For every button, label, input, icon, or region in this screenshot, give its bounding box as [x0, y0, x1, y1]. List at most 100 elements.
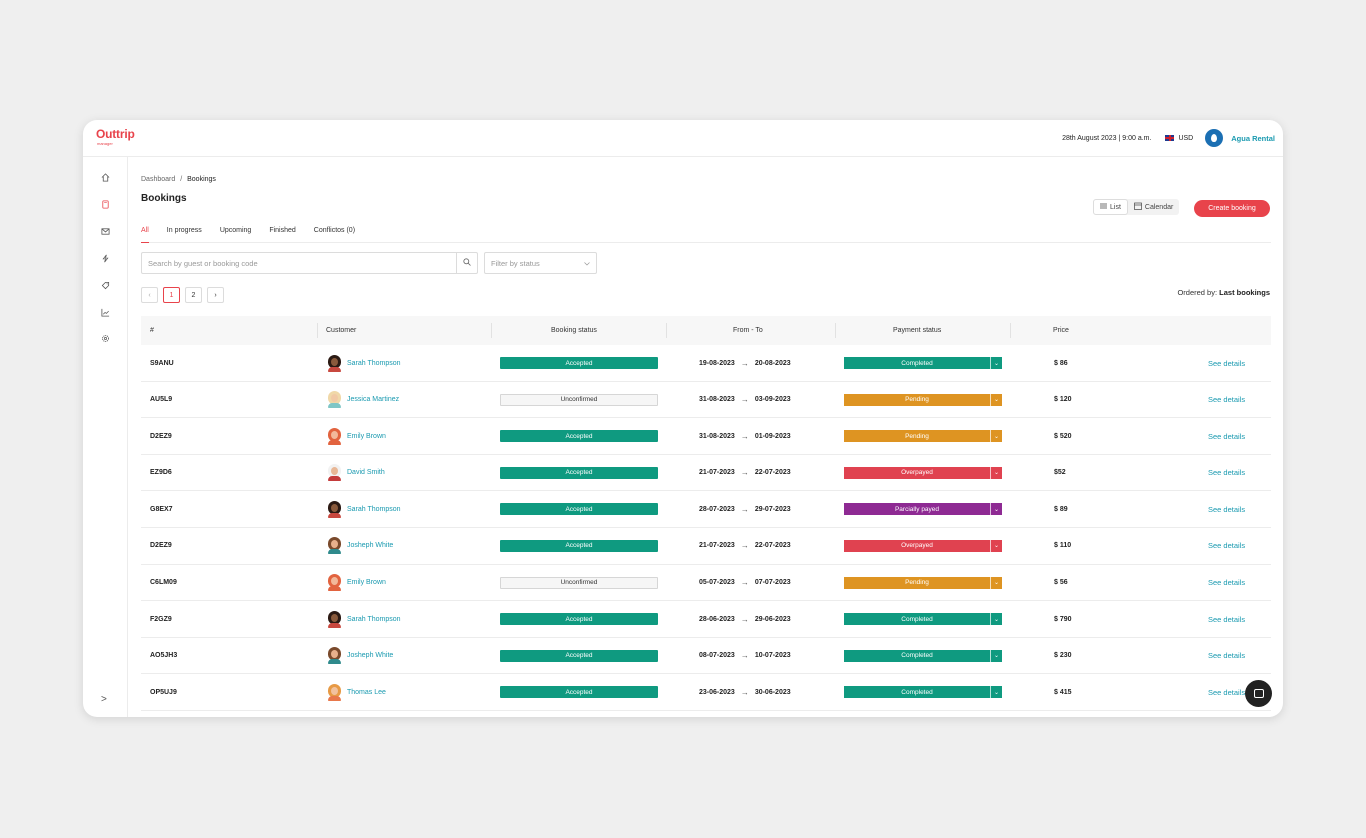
- price: $ 120: [1054, 396, 1072, 404]
- customer-name[interactable]: Emily Brown: [347, 432, 386, 440]
- bookings-icon[interactable]: [101, 200, 110, 209]
- chevron-down-icon[interactable]: ⌄: [990, 466, 1002, 479]
- tag-icon[interactable]: [101, 281, 110, 290]
- brand-logo[interactable]: Outtrip manager: [96, 127, 135, 147]
- list-view-button[interactable]: List: [1093, 199, 1128, 215]
- calendar-view-button[interactable]: Calendar: [1128, 199, 1179, 215]
- booking-status-badge: Accepted: [500, 503, 658, 516]
- payment-status-label: Pending: [905, 432, 929, 440]
- payment-status-select[interactable]: Parcially payed ⌄: [844, 503, 1002, 516]
- tab-upcoming[interactable]: Upcoming: [219, 227, 252, 234]
- tab-finished[interactable]: Finished: [269, 227, 296, 234]
- booking-code: AU5L9: [150, 396, 173, 404]
- customer-name[interactable]: Sarah Thompson: [347, 505, 401, 513]
- search-icon: [463, 258, 471, 268]
- search-button[interactable]: [456, 253, 477, 273]
- payment-status-select[interactable]: Completed ⌄: [844, 613, 1002, 626]
- customer-cell[interactable]: Emily Brown: [327, 565, 386, 601]
- see-details-link[interactable]: See details: [1208, 468, 1246, 478]
- payment-status-select[interactable]: Pending ⌄: [844, 393, 1002, 406]
- see-details-link[interactable]: See details: [1208, 395, 1246, 405]
- payment-status-select[interactable]: Overpayed ⌄: [844, 466, 1002, 479]
- date-from: 28-07-2023: [699, 505, 735, 513]
- breadcrumb-root[interactable]: Dashboard: [141, 176, 176, 183]
- see-details-link[interactable]: See details: [1208, 578, 1246, 588]
- view-toggle: List Calendar: [1093, 199, 1180, 215]
- chevron-down-icon[interactable]: ⌄: [990, 539, 1002, 552]
- customer-name[interactable]: Emily Brown: [347, 579, 386, 587]
- see-details-link[interactable]: See details: [1208, 651, 1246, 661]
- col-divider: [317, 323, 318, 338]
- next-page-button[interactable]: ›: [207, 287, 224, 303]
- chevron-down-icon[interactable]: ⌄: [990, 613, 1002, 626]
- mail-icon[interactable]: [101, 227, 110, 236]
- company-avatar[interactable]: [1205, 129, 1224, 147]
- customer-cell[interactable]: Emily Brown: [327, 418, 386, 454]
- see-details-link[interactable]: See details: [1208, 687, 1246, 697]
- see-details-link[interactable]: See details: [1208, 431, 1246, 441]
- customer-name[interactable]: David Smith: [347, 469, 385, 477]
- payment-status-cell: Parcially payed ⌄: [844, 491, 1002, 527]
- home-icon[interactable]: [101, 173, 110, 182]
- tab-all[interactable]: All: [141, 225, 149, 243]
- customer-name[interactable]: Jessica Martinez: [347, 396, 400, 404]
- payment-status-select[interactable]: Completed ⌄: [844, 686, 1002, 699]
- customer-name[interactable]: Josheph White: [347, 652, 394, 660]
- payment-status-select[interactable]: Completed ⌄: [844, 357, 1002, 369]
- see-details-link[interactable]: See details: [1208, 504, 1246, 514]
- customer-cell[interactable]: Sarah Thompson: [327, 491, 401, 527]
- settings-icon[interactable]: [101, 334, 110, 343]
- customer-cell[interactable]: Sarah Thompson: [327, 601, 401, 637]
- see-details-link[interactable]: See details: [1208, 614, 1246, 624]
- chat-button[interactable]: [1245, 680, 1272, 707]
- customer-cell[interactable]: Josheph White: [327, 638, 393, 674]
- arrow-right-icon: →: [740, 541, 749, 551]
- page-2-button[interactable]: 2: [185, 287, 202, 303]
- create-booking-button[interactable]: Create booking: [1194, 200, 1270, 217]
- company-name[interactable]: Agua Rental: [1231, 133, 1275, 143]
- search-input[interactable]: [142, 253, 456, 273]
- chevron-down-icon[interactable]: ⌄: [990, 503, 1002, 516]
- see-details-link[interactable]: See details: [1208, 358, 1246, 368]
- customer-cell[interactable]: Josheph White: [327, 528, 393, 564]
- payment-status-select[interactable]: Overpayed ⌄: [844, 539, 1002, 552]
- payment-status-select[interactable]: Pending ⌄: [844, 430, 1002, 443]
- brand-name: Outtrip: [96, 127, 135, 141]
- chevron-down-icon[interactable]: ⌄: [990, 357, 1002, 369]
- customer-name[interactable]: Josheph White: [347, 542, 394, 550]
- payment-status-select[interactable]: Pending ⌄: [844, 576, 1002, 589]
- customer-cell[interactable]: David Smith: [327, 455, 385, 491]
- date-to: 29-06-2023: [754, 615, 791, 623]
- booking-status-cell: Unconfirmed: [500, 382, 658, 418]
- chevron-down-icon[interactable]: ⌄: [990, 649, 1002, 662]
- tab-conflicts[interactable]: Conflictos (0): [313, 227, 356, 234]
- arrow-right-icon: →: [740, 578, 749, 588]
- date-from: 31-08-2023: [699, 432, 735, 440]
- currency-selector[interactable]: USD: [1165, 135, 1193, 142]
- customer-cell[interactable]: Sarah Thompson: [327, 345, 401, 381]
- chevron-down-icon[interactable]: ⌄: [990, 686, 1002, 699]
- date-range: 28-07-2023 → 29-07-2023: [699, 491, 791, 527]
- sidebar-collapse-icon[interactable]: >: [101, 694, 107, 705]
- tab-in-progress[interactable]: In progress: [166, 227, 202, 234]
- page-1-button[interactable]: 1: [163, 287, 180, 303]
- customer-cell[interactable]: Jessica Martinez: [327, 382, 399, 418]
- customer-name[interactable]: Sarah Thompson: [347, 615, 401, 623]
- chevron-down-icon[interactable]: ⌄: [990, 393, 1002, 406]
- customer-avatar: [327, 391, 342, 409]
- chevron-down-icon[interactable]: ⌄: [990, 576, 1002, 589]
- status-filter-select[interactable]: Filter by status: [484, 252, 597, 274]
- ordered-by[interactable]: Ordered by: Last bookings: [1177, 288, 1270, 297]
- chart-icon[interactable]: [101, 308, 110, 317]
- payment-status-select[interactable]: Completed ⌄: [844, 649, 1002, 662]
- chevron-down-icon[interactable]: ⌄: [990, 430, 1002, 443]
- customer-cell[interactable]: Thomas Lee: [327, 674, 386, 710]
- see-details-link[interactable]: See details: [1208, 541, 1246, 551]
- price: $ 86: [1054, 359, 1068, 367]
- customer-name[interactable]: Thomas Lee: [347, 688, 386, 696]
- customer-name[interactable]: Sarah Thompson: [347, 359, 401, 367]
- current-date: 28th August 2023 | 9:00 a.m.: [1062, 134, 1152, 142]
- bolt-icon[interactable]: [101, 254, 110, 263]
- prev-page-button[interactable]: ‹: [141, 287, 158, 303]
- booking-status-badge: Unconfirmed: [500, 393, 658, 406]
